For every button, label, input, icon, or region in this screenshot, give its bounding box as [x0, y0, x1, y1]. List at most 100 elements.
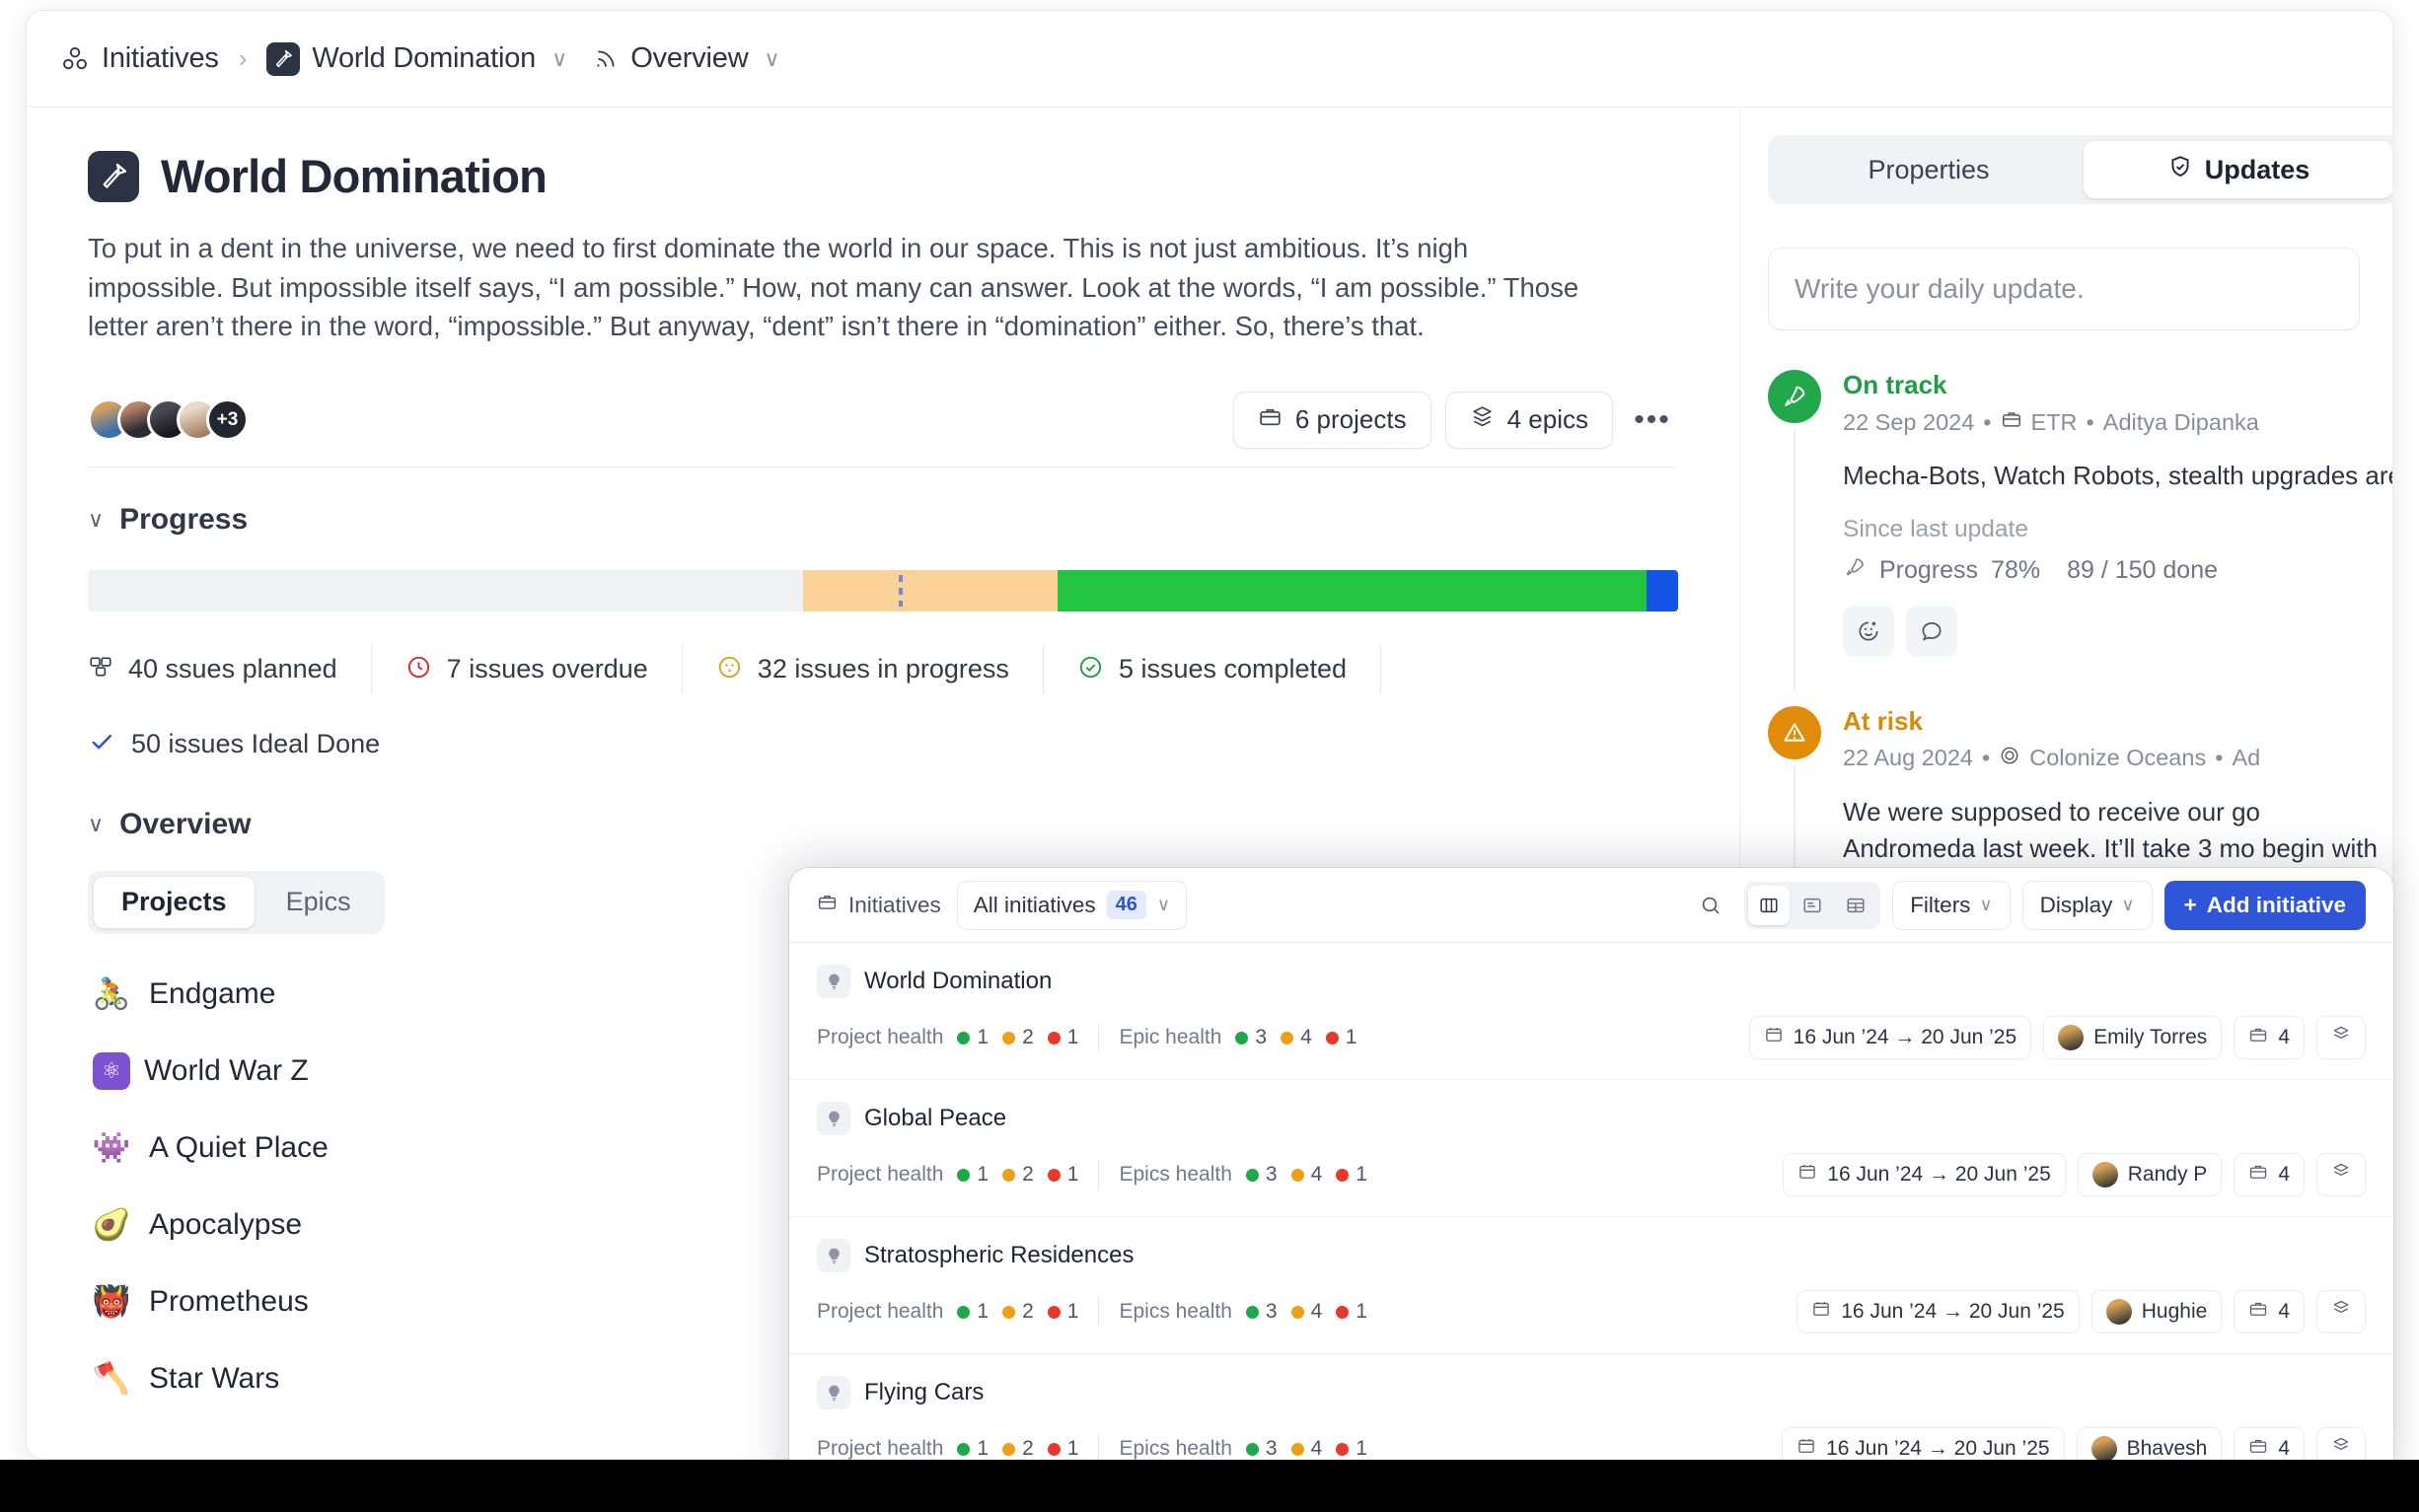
tab-properties[interactable]: Properties	[1774, 141, 2084, 198]
status-dot	[957, 1031, 971, 1044]
project-health-group: Project health 1 2 1	[817, 1300, 1078, 1324]
health-dot-amber: 2	[1002, 1163, 1034, 1187]
owner-chip[interactable]: Emily Torres	[2043, 1016, 2223, 1059]
chevron-down-icon[interactable]: ∨	[88, 811, 105, 836]
header-actions: 6 projects 4 epics •••	[1232, 391, 1678, 449]
breadcrumb-item-world-domination[interactable]: World Domination ∨	[266, 41, 568, 76]
overview-tabs: Projects Epics	[88, 870, 385, 934]
date-range-chip[interactable]: 16 Jun ’24 → 20 Jun ’25	[1748, 1016, 2032, 1059]
status-dot	[1336, 1168, 1350, 1182]
chevron-down-icon[interactable]: ∨	[1156, 895, 1171, 914]
check-circle-icon	[1077, 654, 1104, 685]
owner-chip[interactable]: Randy P	[2077, 1153, 2223, 1196]
health-value: 2	[1022, 1437, 1034, 1460]
meta-dot: •	[2086, 408, 2094, 435]
list-view-icon[interactable]	[1792, 886, 1833, 925]
chevron-down-icon[interactable]: ∨	[551, 45, 568, 71]
projects-count: 4	[2278, 1300, 2290, 1323]
member-avatars[interactable]: +3	[88, 398, 249, 442]
health-dot-green: 1	[957, 1437, 989, 1461]
health-dot-red: 1	[1047, 1163, 1078, 1187]
project-health-label: Project health	[817, 1026, 944, 1048]
epics-chip[interactable]	[2316, 1016, 2366, 1059]
initiative-row[interactable]: Global Peace Project health 1 2 1 Epics …	[789, 1080, 2393, 1217]
health-value: 1	[1356, 1300, 1367, 1323]
initiative-name: Stratospheric Residences	[864, 1242, 1135, 1268]
initiative-description: To put in a dent in the universe, we nee…	[88, 233, 1579, 342]
date-range-chip[interactable]: 16 Jun ’24 → 20 Jun ’25	[1796, 1290, 2080, 1333]
filters-label: Filters	[1910, 892, 1971, 917]
meta-dot: •	[2215, 745, 2224, 771]
initiatives-rows: World Domination Project health 1 2 1 Ep…	[789, 943, 2393, 1491]
add-initiative-button[interactable]: + Add initiative	[2163, 880, 2366, 930]
overlay-breadcrumb[interactable]: Initiatives	[817, 892, 941, 918]
initiative-row[interactable]: Stratospheric Residences Project health …	[789, 1217, 2393, 1354]
projects-count-chip[interactable]: 4	[2234, 1016, 2305, 1059]
update-composer[interactable]: Write your daily update.	[1768, 248, 2360, 330]
health-value: 2	[1022, 1163, 1034, 1186]
in-progress-icon	[716, 654, 743, 685]
chevron-down-icon[interactable]: ∨	[88, 506, 105, 532]
tab-projects[interactable]: Projects	[94, 876, 255, 928]
date-range-chip[interactable]: 16 Jun ’24 → 20 Jun ’25	[1783, 1153, 2066, 1196]
emoji-add-icon[interactable]	[1843, 605, 1894, 657]
update-item[interactable]: On track 22 Sep 2024 • ETR •	[1768, 370, 2392, 690]
filters-button[interactable]: Filters ∨	[1892, 880, 2011, 930]
projects-button[interactable]: 6 projects	[1232, 391, 1431, 449]
update-entity: ETR	[2030, 408, 2078, 435]
projects-count-chip[interactable]: 4	[2234, 1290, 2305, 1333]
epics-button[interactable]: 4 epics	[1444, 391, 1613, 449]
epics-button-label: 4 epics	[1506, 404, 1588, 435]
ideal-done-label: 50 issues Ideal Done	[131, 728, 381, 758]
display-button[interactable]: Display ∨	[2021, 880, 2153, 930]
health-dot-amber: 4	[1290, 1300, 1322, 1324]
comment-icon[interactable]	[1906, 605, 1957, 657]
project-health-group: Project health 1 2 1	[817, 1026, 1078, 1049]
all-initiatives-filter[interactable]: All initiatives 46 ∨	[956, 880, 1188, 930]
project-name: Star Wars	[149, 1361, 280, 1395]
progress-segment-ideal	[1646, 569, 1678, 612]
breadcrumb-item-overview[interactable]: Overview ∨	[593, 42, 780, 75]
layers-icon	[2331, 1025, 2351, 1050]
tab-epics[interactable]: Epics	[285, 887, 351, 917]
layers-icon	[2331, 1436, 2351, 1462]
status-dot	[957, 1168, 971, 1182]
side-panel: Properties Updates Write your daily	[1740, 108, 2392, 1459]
project-name: A Quiet Place	[149, 1130, 329, 1164]
breadcrumb-item-initiatives[interactable]: Initiatives	[60, 42, 219, 75]
bulb-icon	[817, 1102, 850, 1135]
overview-section-header[interactable]: ∨ Overview	[88, 808, 1678, 841]
status-dot	[1047, 1305, 1061, 1319]
health-value: 1	[977, 1026, 990, 1048]
epic-health-group: Epics health 3 4 1	[1119, 1300, 1366, 1324]
epics-chip[interactable]	[2316, 1153, 2366, 1196]
health-value: 1	[977, 1437, 990, 1460]
avatar	[2091, 1162, 2118, 1188]
initiative-name: Global Peace	[864, 1105, 1007, 1131]
board-view-icon[interactable]	[1748, 885, 1791, 925]
epics-chip[interactable]	[2316, 1290, 2366, 1333]
update-item[interactable]: At risk 22 Aug 2024 • Colonize Oceans	[1768, 705, 2380, 937]
health-value: 1	[1356, 1163, 1367, 1186]
search-icon[interactable]	[1689, 884, 1732, 927]
stat-completed-label: 5 issues completed	[1118, 654, 1348, 684]
epic-health-label: Epics health	[1119, 1437, 1232, 1460]
all-initiatives-label: All initiatives	[973, 892, 1096, 917]
chevron-down-icon[interactable]: ∨	[764, 45, 780, 71]
owner-chip[interactable]: Hughie	[2090, 1290, 2223, 1333]
initiative-row[interactable]: World Domination Project health 1 2 1 Ep…	[789, 943, 2393, 1080]
progress-section-header[interactable]: ∨ Progress	[88, 503, 1678, 537]
table-view-icon[interactable]	[1835, 886, 1876, 925]
health-value: 3	[1265, 1300, 1278, 1323]
health-dot-red: 1	[1047, 1437, 1078, 1461]
tab-updates[interactable]: Updates	[2084, 141, 2392, 198]
more-options-button[interactable]: •••	[1634, 402, 1671, 436]
avatar-overflow[interactable]: +3	[206, 398, 249, 442]
avatar	[2090, 1436, 2117, 1462]
projects-count-chip[interactable]: 4	[2234, 1153, 2305, 1196]
briefcase-icon	[2248, 1299, 2268, 1325]
briefcase-icon	[2001, 408, 2022, 436]
status-dot	[1290, 1442, 1304, 1456]
meta-row: +3 6 projects	[88, 390, 1678, 451]
breadcrumb-label: Overview	[630, 42, 749, 74]
